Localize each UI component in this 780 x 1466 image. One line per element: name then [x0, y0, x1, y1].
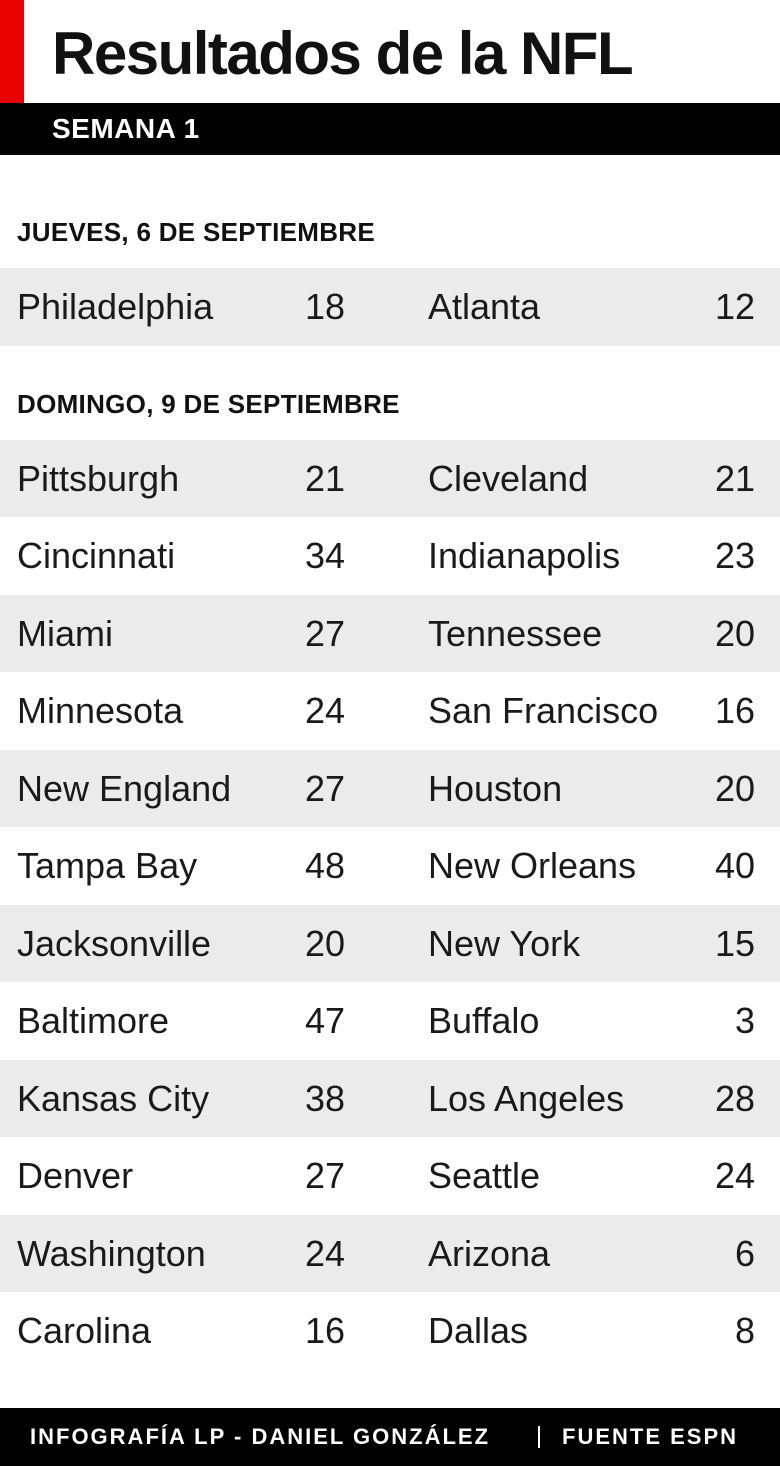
score: 28	[714, 1077, 755, 1119]
team: San Francisco	[428, 690, 659, 731]
team: Buffalo	[428, 1000, 540, 1041]
score: 8	[734, 1310, 755, 1351]
team: Baltimore	[17, 1000, 170, 1041]
team: New Orleans	[428, 845, 637, 886]
game-row: Philadelphia 18 Atlanta 12	[0, 268, 780, 346]
score: 48	[304, 845, 345, 886]
team: Carolina	[17, 1310, 152, 1351]
team: Indianapolis	[428, 535, 621, 576]
team: Minnesota	[17, 690, 184, 731]
game-row: Washington 24 Arizona 6	[0, 1214, 780, 1292]
team: New York	[428, 922, 581, 964]
team: Atlanta	[428, 286, 541, 327]
score: 16	[714, 690, 755, 731]
score: 21	[714, 457, 755, 499]
day-label: DOMINGO, 9 DE SEPTIEMBRE	[17, 388, 400, 419]
score: 27	[304, 767, 345, 809]
score: 18	[304, 286, 345, 327]
team: Cleveland	[428, 457, 589, 499]
team: Dallas	[428, 1310, 529, 1351]
results: JUEVES, 6 DE SEPTIEMBRE Philadelphia 18 Atl…	[0, 212, 780, 1370]
game-row: Cincinnati 34 Indianapolis 23	[0, 517, 780, 595]
team: Houston	[428, 767, 563, 809]
score: 38	[304, 1077, 345, 1119]
score: 24	[304, 1232, 345, 1274]
footer: INFOGRAFÍA LP - DANIEL GONZÁLEZ FUENTE E…	[0, 1408, 780, 1466]
separator	[538, 1426, 540, 1448]
score: 23	[714, 535, 755, 576]
score: 47	[304, 1000, 345, 1041]
credit: INFOGRAFÍA LP - DANIEL GONZÁLEZ	[30, 1424, 491, 1449]
day-label: JUEVES, 6 DE SEPTIEMBRE	[17, 217, 376, 247]
score: 12	[714, 286, 755, 327]
score: 27	[304, 612, 345, 654]
game-row: New England 27 Houston 20	[0, 749, 780, 827]
source: FUENTE ESPN	[562, 1424, 739, 1449]
team: Tennessee	[428, 612, 603, 654]
score: 20	[714, 767, 755, 809]
score: 24	[304, 690, 345, 731]
game-row: Denver 27 Seattle 24	[0, 1137, 780, 1215]
team: Los Angeles	[428, 1077, 625, 1119]
score: 27	[304, 1155, 345, 1196]
score: 34	[304, 535, 345, 576]
team: Seattle	[428, 1155, 541, 1196]
header: Resultados de la NFL	[0, 0, 780, 103]
team: Kansas City	[17, 1077, 210, 1119]
game-row: Kansas City 38 Los Angeles 28	[0, 1059, 780, 1137]
team: Cincinnati	[17, 535, 176, 576]
score: 24	[714, 1155, 755, 1196]
title: Resultados de la NFL	[52, 20, 634, 87]
day-section: JUEVES, 6 DE SEPTIEMBRE Philadelphia 18 Atl…	[0, 212, 780, 346]
team: Tampa Bay	[17, 845, 198, 886]
subtitle: SEMANA 1	[0, 103, 780, 155]
team: Washington	[17, 1232, 206, 1274]
day-section: DOMINGO, 9 DE SEPTIEMBRE Pittsburgh 21 Clev…	[0, 384, 780, 1370]
score: 21	[304, 457, 345, 499]
score: 20	[304, 922, 345, 964]
team: Philadelphia	[17, 286, 214, 327]
team: Pittsburgh	[17, 457, 180, 499]
team: Miami	[17, 612, 113, 654]
score: 15	[714, 922, 755, 964]
game-row: Jacksonville 20 New York 15	[0, 904, 780, 982]
accent-bar	[0, 0, 24, 103]
score: 40	[714, 845, 755, 886]
score: 3	[734, 1000, 755, 1041]
team: Arizona	[428, 1232, 551, 1274]
team: New England	[17, 767, 232, 809]
team: Jacksonville	[17, 922, 212, 964]
game-row: Pittsburgh 21 Cleveland 21	[0, 439, 780, 517]
score: 16	[304, 1310, 345, 1351]
game-row: Baltimore 47 Buffalo 3	[0, 982, 780, 1060]
game-row: Miami 27 Tennessee 20	[0, 594, 780, 672]
score: 6	[734, 1232, 755, 1274]
game-row: Carolina 16 Dallas 8	[0, 1292, 780, 1370]
game-row: Tampa Bay 48 New Orleans 40	[0, 827, 780, 905]
score: 20	[714, 612, 755, 654]
game-row: Minnesota 24 San Francisco 16	[0, 672, 780, 750]
team: Denver	[17, 1155, 134, 1196]
